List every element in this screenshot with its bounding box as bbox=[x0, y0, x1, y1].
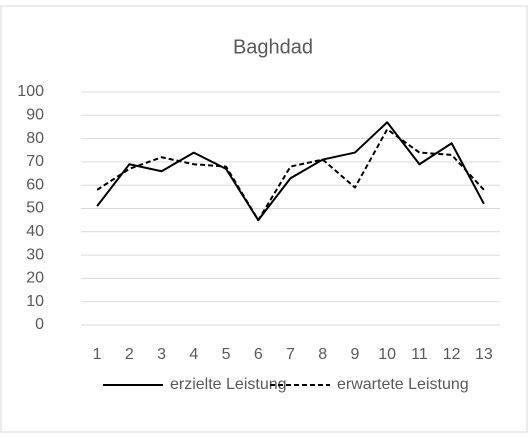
y-tick-label: 90 bbox=[26, 107, 44, 124]
y-tick-label: 80 bbox=[26, 130, 44, 147]
y-tick-label: 30 bbox=[26, 246, 44, 263]
y-tick-label: 10 bbox=[26, 293, 44, 310]
legend-label: erzielte Leistung bbox=[170, 376, 287, 393]
x-tick-label: 1 bbox=[93, 346, 102, 363]
x-tick-label: 10 bbox=[378, 346, 396, 363]
y-tick-label: 40 bbox=[26, 223, 44, 240]
series-line bbox=[96, 128, 485, 222]
y-tick-label: 0 bbox=[35, 316, 44, 333]
x-tick-label: 12 bbox=[443, 346, 461, 363]
x-tick-label: 8 bbox=[318, 346, 327, 363]
x-tick-label: 5 bbox=[222, 346, 231, 363]
chart-frame bbox=[0, 5, 528, 433]
x-tick-label: 13 bbox=[475, 346, 493, 363]
x-tick-label: 3 bbox=[157, 346, 166, 363]
x-tick-label: 7 bbox=[286, 346, 295, 363]
series-line bbox=[96, 121, 485, 222]
x-tick-label: 4 bbox=[189, 346, 198, 363]
x-tick-label: 6 bbox=[254, 346, 263, 363]
x-tick-label: 2 bbox=[125, 346, 134, 363]
legend-label: erwartete Leistung bbox=[337, 376, 469, 393]
y-tick-label: 50 bbox=[26, 200, 44, 217]
y-tick-label: 100 bbox=[17, 83, 44, 100]
x-tick-label: 11 bbox=[411, 346, 428, 363]
y-tick-label: 60 bbox=[26, 176, 44, 193]
x-tick-label: 9 bbox=[351, 346, 360, 363]
chart-title: Baghdad bbox=[233, 36, 313, 58]
y-tick-label: 70 bbox=[26, 153, 44, 170]
y-tick-label: 20 bbox=[26, 270, 44, 287]
